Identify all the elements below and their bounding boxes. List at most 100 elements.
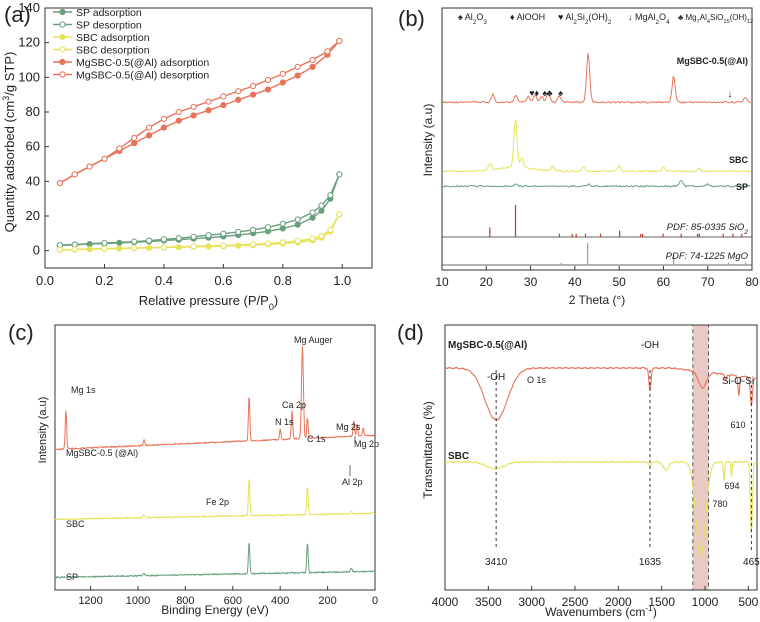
data-point [294, 221, 301, 228]
band-label: -OH [487, 372, 505, 383]
legend-mgal-part: ↓ [628, 12, 635, 22]
xps-spectrum [54, 479, 376, 521]
data-point [294, 237, 301, 245]
legend-label: SBC adsorption [76, 32, 150, 44]
legend-alooh-part: AlOOH [517, 12, 546, 22]
highlight-band [692, 324, 709, 591]
panel-label: (c) [8, 320, 34, 345]
data-point [145, 124, 153, 131]
pattern-label: SBC [729, 155, 749, 165]
spectrum-label: MgSBC-0.5 (@Al) [66, 448, 138, 458]
x-tick-label: 2000 [605, 595, 632, 609]
legend-marker [59, 33, 66, 41]
panel-d: 4000 3500 3000 2500 2000 1500 1000 500 Wavenumbe… [397, 320, 760, 619]
reference-label: PDF: 74-1225 MgO [666, 251, 749, 262]
data-point [190, 233, 197, 240]
legend-mgalsi-part: 4 [707, 19, 710, 25]
panel-label: (b) [398, 6, 425, 31]
data-point [205, 98, 212, 105]
plot-frame [44, 7, 373, 269]
data-point [309, 235, 316, 242]
data-point [205, 232, 212, 239]
legend-mgalsi-part: (OH) [730, 13, 748, 22]
xrd-pattern [442, 52, 751, 104]
y-axis-label-part: Quantity adsorbed (cm [2, 101, 17, 233]
legend-alsi-part: 2 [573, 19, 577, 26]
data-point [190, 112, 197, 119]
xrd-pattern [442, 119, 752, 173]
ir-spectrum [444, 460, 758, 558]
legend-al2o3-part: 3 [483, 19, 487, 26]
data-point [294, 216, 301, 223]
x-tick-label: 3500 [475, 595, 502, 609]
data-point [264, 240, 272, 247]
data-point [56, 246, 63, 253]
data-point [336, 37, 343, 45]
data-point [235, 96, 242, 103]
legend-mgalsi-part: Mg [685, 13, 696, 22]
x-tick-label: 1500 [648, 595, 675, 609]
data-point [235, 228, 242, 236]
data-point [309, 209, 316, 216]
data-point [279, 79, 286, 86]
x-axis-label-part: ) [653, 605, 657, 619]
phase-marker: ♣ [547, 88, 553, 98]
legend-marker [59, 46, 66, 53]
band-position-label: 3410 [485, 557, 508, 568]
y-axis-label: Intensity (a.u) [37, 397, 49, 464]
x-tick-label: 1200 [78, 595, 102, 607]
data-point [71, 246, 78, 253]
legend-alsi-part: (OH) [588, 12, 608, 22]
x-axis-label: Relative pressure (P/P0) [139, 293, 278, 312]
data-point [279, 220, 286, 227]
x-tick-label: 30 [524, 275, 538, 289]
data-point [294, 63, 301, 71]
data-point [249, 82, 257, 90]
peak-label: N 1s [275, 417, 294, 427]
y-tick-label: 120 [18, 35, 40, 50]
legend-mgalsi-part: Al [700, 13, 707, 22]
data-point [160, 236, 168, 243]
panel-c: 1200 1000 800 600 400 200 0 Binding Energy (eV)… [8, 320, 547, 617]
legend-alooh-part: ♦ [510, 12, 517, 22]
data-point [249, 226, 257, 233]
data-point [131, 238, 138, 245]
data-point [249, 241, 257, 248]
x-tick-label: 1000 [692, 595, 719, 609]
x-tick-label: 50 [612, 275, 626, 289]
legend-alsi-part: 2 [608, 19, 612, 26]
phase-marker-arrow: ↓ [727, 89, 732, 100]
legend-label: SBC desorption [76, 45, 150, 57]
x-tick-label: 500 [738, 595, 758, 609]
data-point [318, 202, 325, 209]
legend-alsi: ♥ Al2Si2(OH)2 [558, 12, 612, 26]
peak-label: Mg Auger [294, 335, 333, 345]
legend-alsi-part: Si [577, 12, 585, 22]
x-tick-label: 0 [372, 595, 378, 607]
legend-mgal: ↓ MgAl2O4 [628, 12, 670, 26]
pattern-label: SP [736, 182, 748, 192]
plot-frame [441, 7, 753, 271]
legend-label: SP desorption [76, 20, 142, 32]
y-tick-label: 20 [26, 208, 40, 223]
legend-al2o3: ♠ Al2O3 [458, 12, 487, 26]
y-axis-label: Quantity adsorbed (cm3/g STP) [1, 52, 17, 233]
x-tick-label: 1000 [126, 595, 150, 607]
spectrum-label: SP [66, 572, 78, 582]
phase-marker: ♠ [558, 88, 563, 98]
ir-spectrum [444, 366, 758, 422]
x-tick-label: 0.8 [274, 273, 292, 288]
x-axis-label: 2 Theta (°) [569, 293, 626, 307]
legend-alsi-part: Al [565, 12, 573, 22]
x-tick-label: 600 [224, 595, 242, 607]
y-axis-label-part: 3 [1, 96, 11, 101]
x-tick-label: 0.2 [95, 273, 113, 288]
x-axis-label-part: ) [274, 293, 278, 308]
reference-label-part: PDF: 85-0335 SiO [667, 222, 745, 233]
data-point [71, 171, 78, 178]
data-point [175, 117, 182, 124]
data-point [190, 243, 197, 250]
data-point [279, 70, 286, 77]
data-point [264, 86, 272, 93]
